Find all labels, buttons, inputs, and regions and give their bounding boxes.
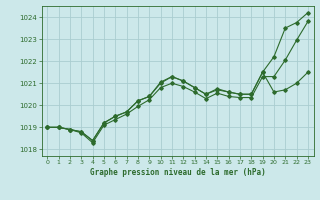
X-axis label: Graphe pression niveau de la mer (hPa): Graphe pression niveau de la mer (hPa): [90, 168, 266, 177]
